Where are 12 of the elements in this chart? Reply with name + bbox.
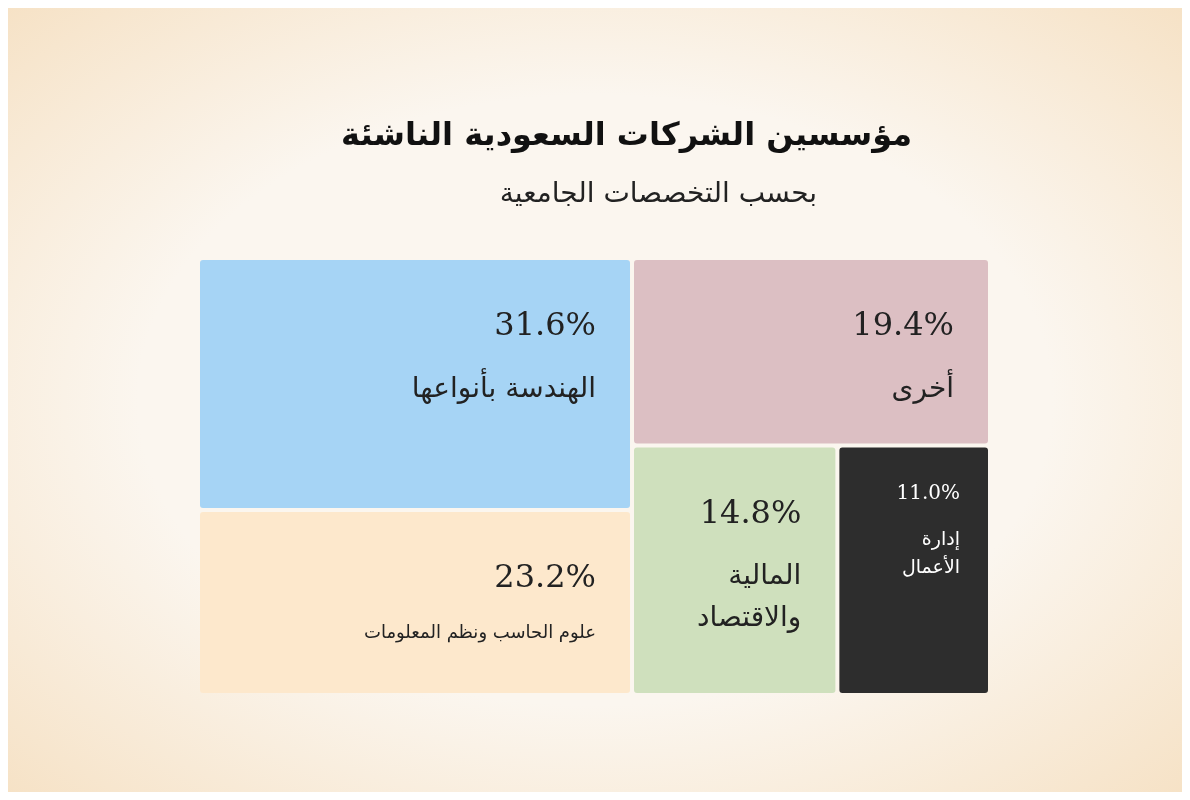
data-label: 14.8% [699,492,802,531]
text: بحسب التخصصات الجامعية [499,175,817,209]
data-label: 31.6% [494,305,597,343]
data-label: 23.2% [494,556,597,595]
data-label: 19.4% [852,305,954,343]
category-label: الهندسة بأنواعها [411,366,597,404]
text: مؤسسين الشركات السعودية الناشئة [341,115,912,153]
category-label: المالية والاقتصاد [696,558,802,634]
data-label: 11.0% [896,479,960,504]
category-label: إدارة الأعمال [901,526,960,578]
category-label: أخرى [891,367,954,404]
category-label: علوم الحاسب ونظم المعلومات [364,620,597,643]
